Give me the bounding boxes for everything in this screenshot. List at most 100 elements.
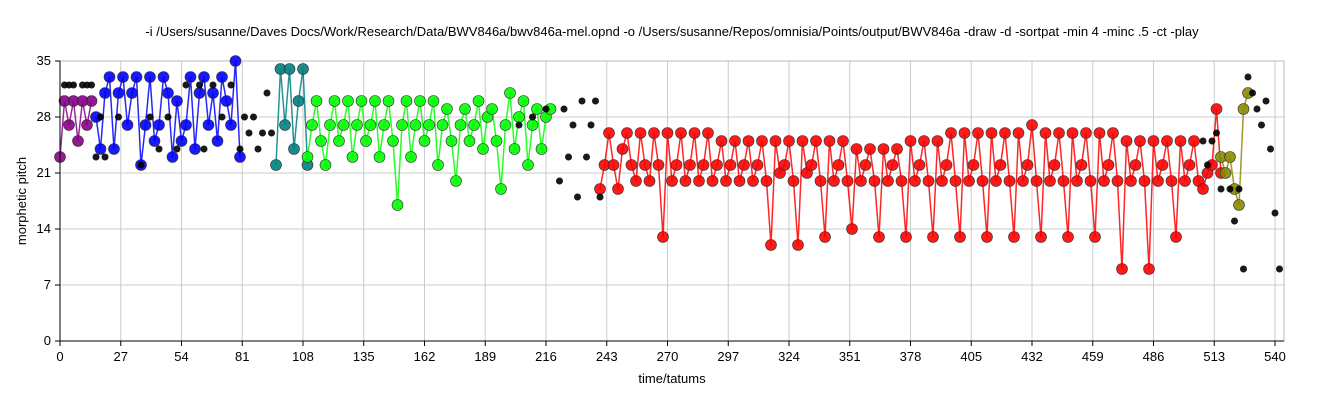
- data-point: [1156, 159, 1169, 171]
- data-point: [1183, 159, 1196, 171]
- data-point: [616, 143, 629, 155]
- data-point: [1224, 151, 1236, 163]
- x-tick-label: 540: [1264, 349, 1286, 364]
- data-point: [144, 71, 156, 83]
- data-point: [108, 143, 120, 155]
- data-point: [1197, 183, 1209, 195]
- data-point: [684, 159, 696, 171]
- data-point: [1026, 119, 1038, 131]
- y-tick-label: 21: [37, 165, 51, 180]
- plot-frame: [59, 60, 1285, 342]
- data-point: [211, 135, 224, 147]
- data-point: [490, 135, 503, 147]
- data-point: [724, 159, 737, 171]
- data-point: [245, 129, 253, 137]
- data-point: [1170, 231, 1182, 243]
- data-point: [900, 231, 912, 243]
- data-point: [427, 95, 440, 107]
- data-point: [922, 175, 935, 187]
- data-point: [157, 71, 170, 83]
- data-point: [333, 135, 345, 147]
- data-point: [1053, 127, 1065, 139]
- data-point: [229, 55, 242, 67]
- data-point: [1093, 127, 1106, 139]
- data-point: [387, 135, 399, 147]
- data-point: [72, 135, 84, 147]
- data-point: [630, 175, 642, 187]
- y-tick-label: 0: [44, 333, 51, 348]
- data-point: [778, 159, 791, 171]
- data-point: [994, 159, 1007, 171]
- data-point: [904, 135, 917, 147]
- y-tick-label: 35: [37, 53, 51, 68]
- data-point: [1199, 137, 1207, 145]
- data-point: [436, 119, 449, 131]
- data-point: [324, 119, 336, 131]
- data-point: [886, 159, 899, 171]
- data-point: [531, 103, 543, 115]
- data-point: [639, 159, 651, 171]
- data-point: [301, 151, 314, 163]
- data-point: [769, 135, 782, 147]
- data-point: [504, 87, 516, 99]
- data-point: [1102, 159, 1115, 171]
- data-point: [958, 127, 971, 139]
- data-point: [756, 135, 768, 147]
- data-point: [895, 175, 908, 187]
- data-point: [657, 231, 669, 243]
- data-point: [1021, 159, 1034, 171]
- data-point: [596, 193, 604, 201]
- data-point: [1075, 159, 1088, 171]
- data-point: [715, 135, 728, 147]
- data-point: [268, 129, 275, 137]
- data-point: [828, 175, 840, 187]
- data-point: [254, 145, 262, 153]
- data-point: [153, 119, 165, 131]
- x-tick-label: 459: [1082, 349, 1104, 364]
- data-point: [873, 231, 885, 243]
- data-point: [148, 135, 161, 147]
- data-point: [121, 119, 134, 131]
- data-point: [515, 121, 523, 129]
- data-point: [583, 153, 590, 161]
- data-point: [236, 145, 244, 153]
- data-point: [1276, 265, 1283, 273]
- data-point: [369, 95, 381, 107]
- y-tick-label: 28: [37, 109, 51, 124]
- data-point: [949, 175, 962, 187]
- data-point: [1179, 175, 1191, 187]
- data-point: [97, 113, 104, 121]
- data-point: [418, 135, 431, 147]
- data-point: [1253, 105, 1261, 113]
- data-point: [1165, 175, 1178, 187]
- data-point: [688, 127, 701, 139]
- series-3: [301, 87, 557, 211]
- data-point: [445, 135, 458, 147]
- data-point: [180, 119, 192, 131]
- data-point: [560, 105, 568, 113]
- data-point: [171, 95, 183, 107]
- data-point: [189, 143, 201, 155]
- data-point: [1129, 159, 1142, 171]
- data-point: [405, 151, 417, 163]
- data-point: [1244, 73, 1252, 81]
- data-point: [227, 81, 235, 89]
- data-point: [288, 143, 300, 155]
- data-point: [891, 143, 903, 155]
- data-point: [823, 135, 836, 147]
- axes: 0 27 54 81 108 135 162 189 216 243 270 297 324 351 378…: [37, 53, 1286, 364]
- data-point: [270, 159, 282, 171]
- data-point: [918, 135, 930, 147]
- data-point: [414, 95, 426, 107]
- data-point: [409, 119, 422, 131]
- data-point: [63, 119, 75, 131]
- y-tick-label: 7: [44, 277, 51, 292]
- data-point: [936, 175, 948, 187]
- data-point: [306, 119, 318, 131]
- data-point: [200, 145, 208, 153]
- data-point: [400, 95, 413, 107]
- data-point: [220, 95, 233, 107]
- data-point: [972, 127, 984, 139]
- data-point: [1271, 209, 1279, 217]
- data-point: [661, 127, 674, 139]
